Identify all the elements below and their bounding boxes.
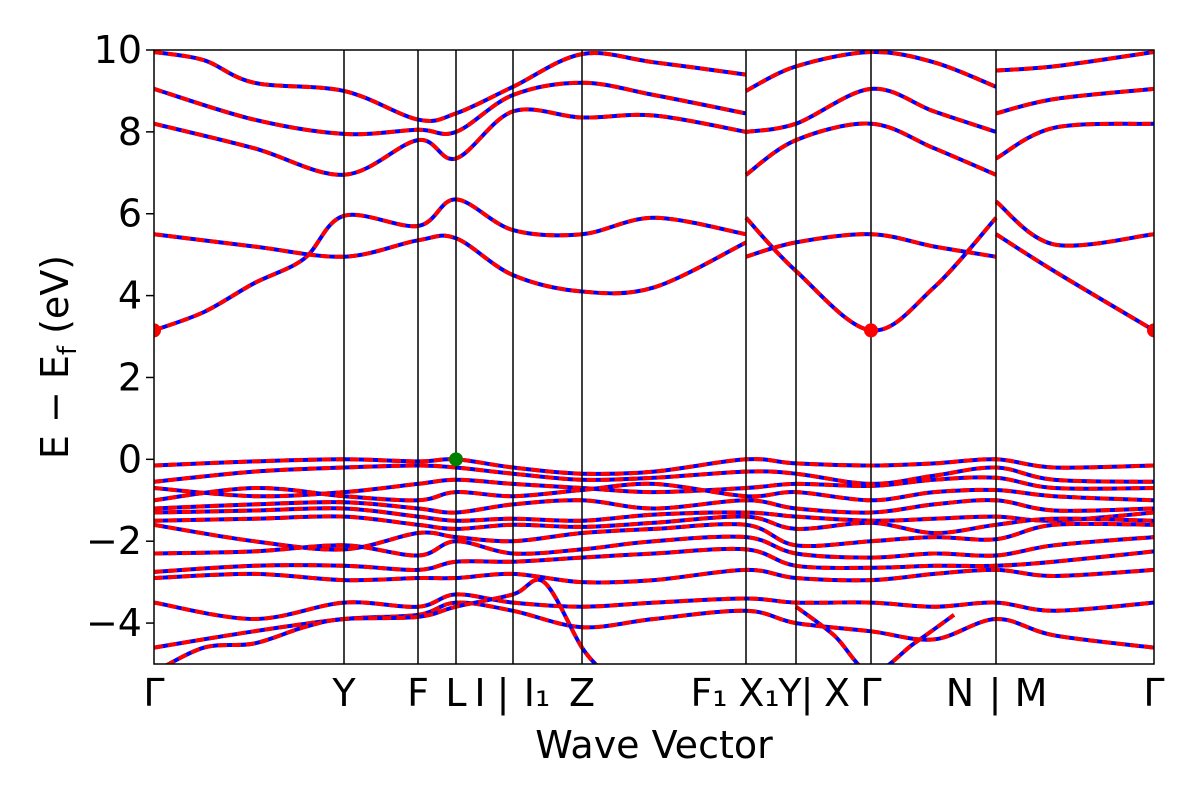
- x-tick-label: |: [497, 671, 510, 716]
- marker-cbm-right: [1147, 323, 1154, 338]
- x-tick-label: X₁: [738, 671, 779, 715]
- y-tick-label: 10: [94, 28, 142, 72]
- band-lines: [154, 50, 1154, 664]
- x-tick-label: Y: [777, 671, 802, 715]
- band-line-red: [154, 521, 1154, 552]
- band-line-red: [154, 80, 747, 137]
- x-tick-label: I: [474, 671, 485, 715]
- x-axis-label: Wave Vector: [535, 723, 773, 767]
- band-line-red: [994, 232, 1154, 333]
- x-axis-ticks: Γ Y F L I | I₁ Z F₁ X₁Y| X Γ N | M Γ: [143, 671, 1164, 716]
- band-line-blue: [995, 50, 1154, 73]
- band-line-red: [995, 86, 1154, 116]
- y-tick-label: 4: [118, 274, 142, 318]
- band-line-blue: [995, 86, 1154, 116]
- y-tick-label: 2: [118, 355, 142, 399]
- band-line-red: [154, 600, 1154, 650]
- band-edge-markers: [154, 323, 1154, 467]
- plot-frame: [153, 49, 1155, 665]
- x-tick-label: L: [445, 671, 466, 715]
- x-tick-label: Γ: [1143, 671, 1164, 715]
- band-line-red: [154, 50, 747, 123]
- band-line-red: [154, 592, 1154, 622]
- y-axis-ticks: −4 −2 0 2 4 6 8 10: [86, 28, 154, 645]
- band-line-blue: [154, 592, 1154, 622]
- y-tick-label: −2: [86, 519, 142, 563]
- band-line-red: [154, 107, 747, 177]
- band-line-blue: [154, 567, 1154, 585]
- x-tick-label: X: [824, 671, 850, 715]
- band-line-red: [994, 121, 1154, 161]
- x-tick-label: F: [407, 671, 429, 715]
- x-tick-label: M: [1015, 671, 1048, 715]
- x-tick-label: Γ: [143, 671, 164, 715]
- band-line-red: [154, 232, 747, 296]
- marker-cbm-left: [154, 323, 161, 338]
- x-tick-label: |: [801, 671, 814, 716]
- band-line-red: [164, 577, 599, 664]
- marker-cbm-gamma: [864, 323, 878, 338]
- y-tick-label: 6: [118, 192, 142, 236]
- band-line-blue: [154, 50, 747, 123]
- x-tick-label: Y: [331, 671, 356, 715]
- band-line-red: [154, 197, 747, 333]
- band-line-blue: [154, 80, 747, 137]
- band-line-blue: [164, 577, 599, 664]
- y-tick-label: −4: [86, 601, 142, 645]
- high-symmetry-lines: [343, 50, 997, 664]
- band-line-red: [994, 199, 1154, 248]
- band-line-blue: [154, 107, 747, 177]
- x-tick-label: I₁: [524, 671, 550, 715]
- y-tick-label: 8: [118, 110, 142, 154]
- band-line-red: [995, 50, 1154, 73]
- x-tick-label: Γ: [860, 671, 881, 715]
- x-tick-label: |: [989, 671, 1002, 716]
- band-line-red: [154, 481, 1154, 503]
- band-line-red: [794, 605, 956, 664]
- x-tick-label: F₁: [690, 671, 727, 715]
- x-tick-label: N: [946, 671, 974, 715]
- y-tick-label: 0: [118, 437, 142, 481]
- marker-vbm-L: [449, 452, 463, 467]
- band-line-blue: [154, 463, 1154, 486]
- y-axis-label: E − Ef (eV): [33, 255, 83, 459]
- band-line-red: [744, 121, 997, 177]
- x-tick-label: Z: [569, 671, 595, 715]
